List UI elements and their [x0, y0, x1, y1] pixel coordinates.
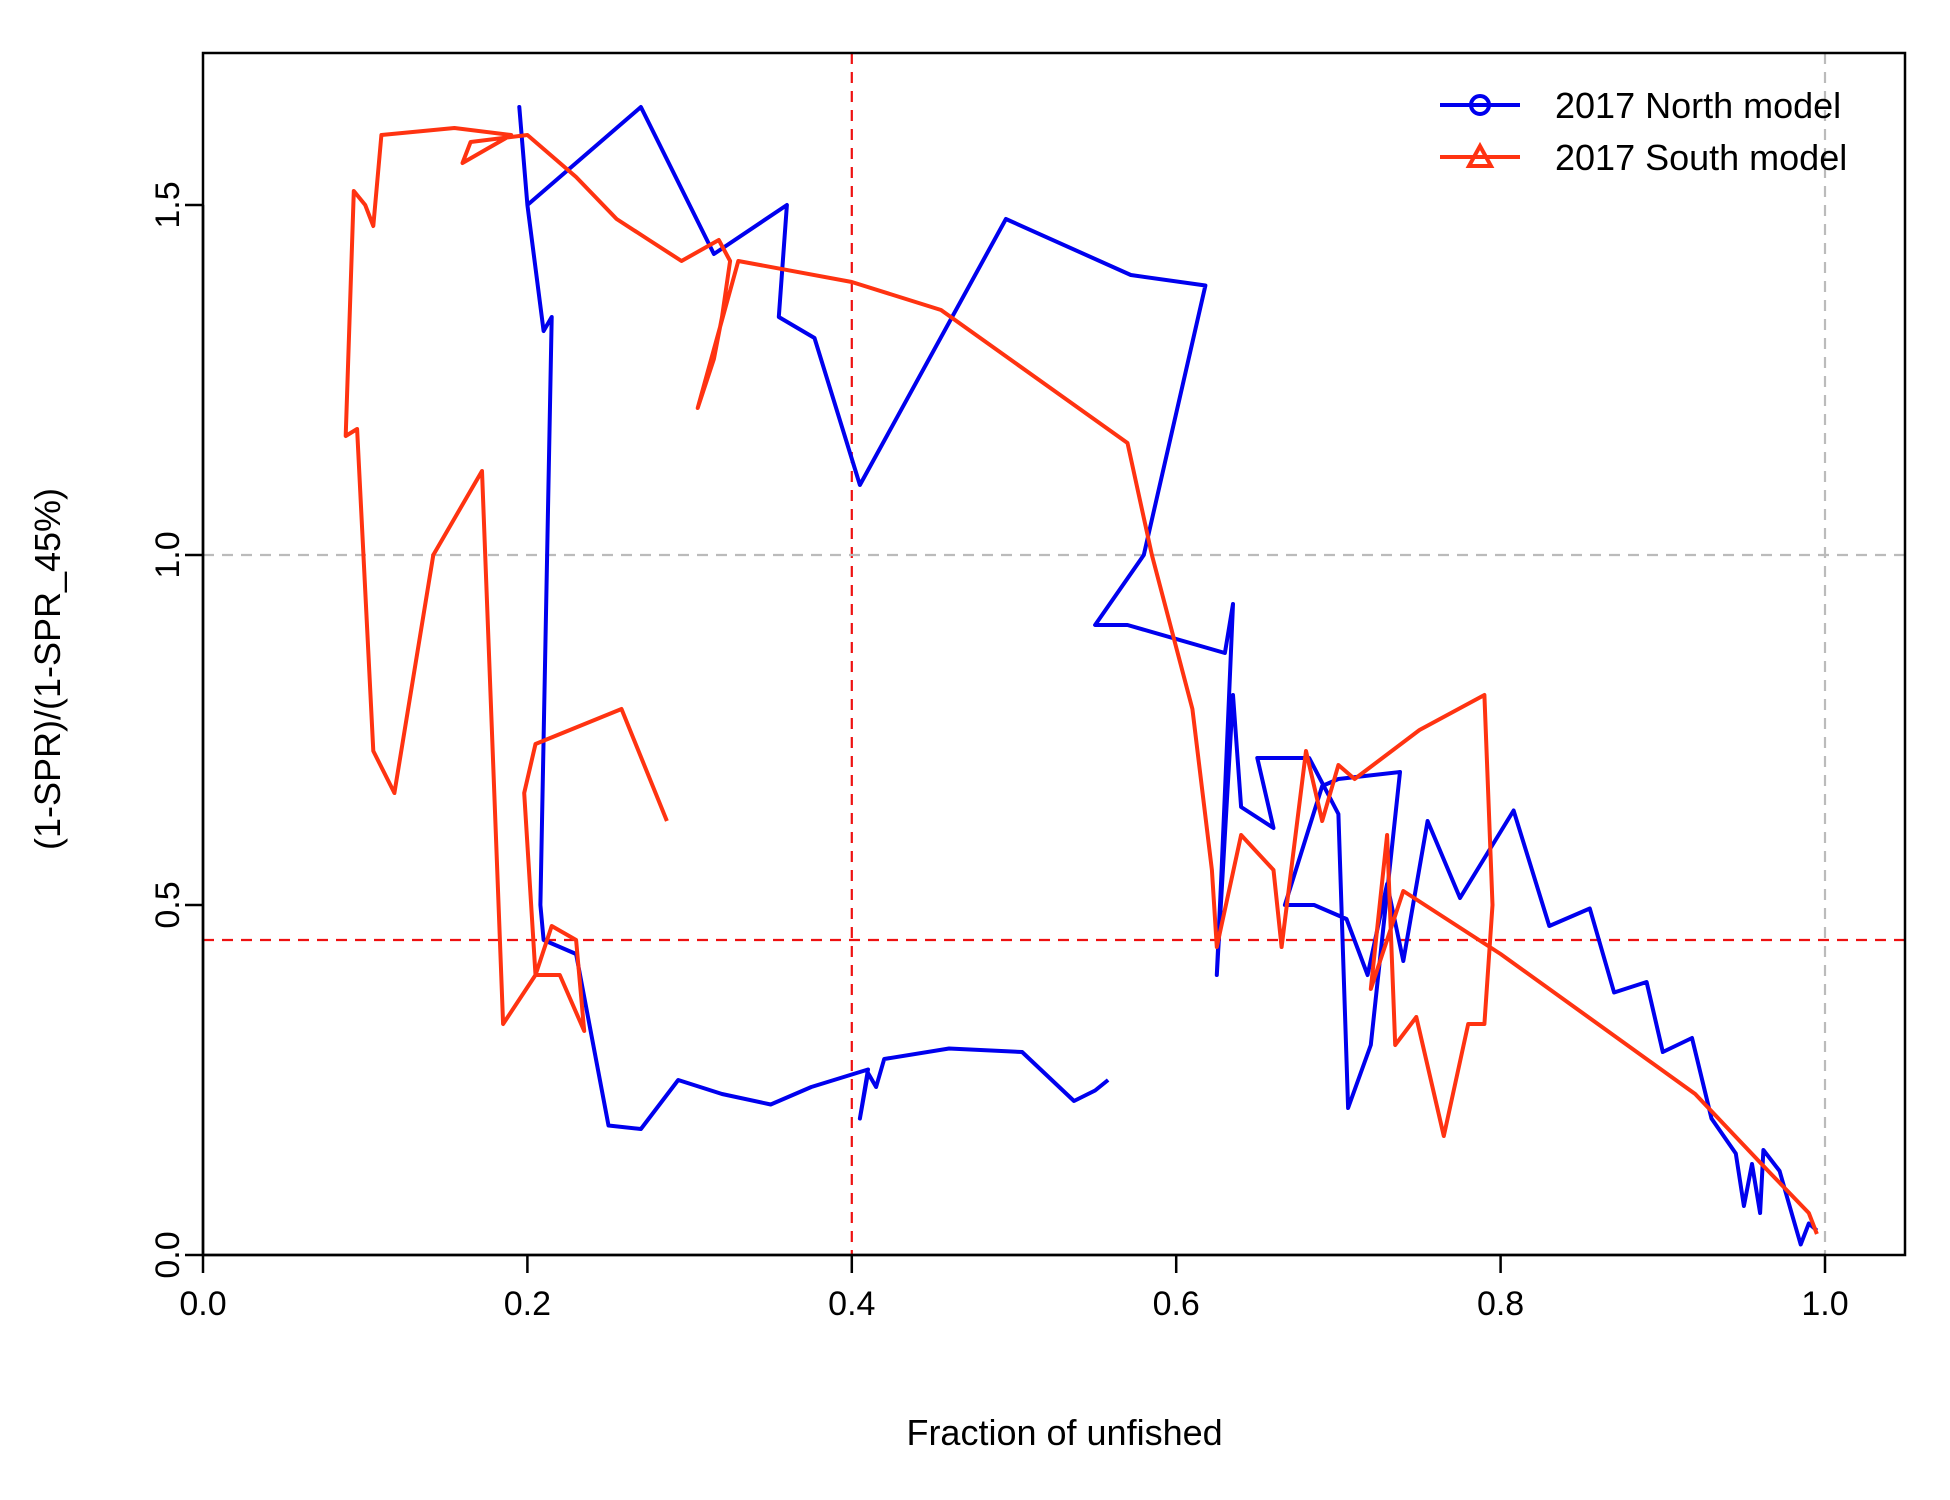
legend: 2017 North model 2017 South model	[1440, 85, 1847, 178]
series-line-south	[343, 126, 1819, 1235]
y-tick-label: 0.0	[149, 1231, 187, 1278]
legend-marker-triangle	[1465, 141, 1495, 168]
legend-item-north: 2017 North model	[1440, 85, 1841, 126]
x-axis: 0.0 0.2 0.4 0.6 0.8 1.0	[179, 1253, 1849, 1323]
series-line-north	[517, 105, 1819, 1247]
x-axis-title: Fraction of unfished	[906, 1412, 1222, 1453]
legend-item-south: 2017 South model	[1440, 137, 1847, 178]
x-tick-label: 0.0	[179, 1285, 226, 1323]
y-tick-label: 1.5	[149, 181, 187, 228]
y-tick-label: 0.5	[149, 881, 187, 928]
legend-label: 2017 North model	[1555, 85, 1841, 126]
y-tick-label: 1.0	[149, 531, 187, 578]
legend-marker-circle	[1469, 94, 1491, 116]
x-tick-label: 0.8	[1477, 1285, 1524, 1323]
x-tick-label: 0.2	[504, 1285, 551, 1323]
x-tick-label: 0.6	[1153, 1285, 1200, 1323]
legend-label: 2017 South model	[1555, 137, 1847, 178]
series-layer	[343, 105, 1819, 1247]
x-tick-label: 1.0	[1801, 1285, 1848, 1323]
x-tick-label: 0.4	[828, 1285, 875, 1323]
reference-lines	[203, 53, 1905, 1255]
y-axis: 0.0 0.5 1.0 1.5	[149, 181, 205, 1279]
y-axis-title: (1-SPR)/(1-SPR_45%)	[27, 488, 68, 850]
plot-frame	[201, 51, 1907, 1257]
